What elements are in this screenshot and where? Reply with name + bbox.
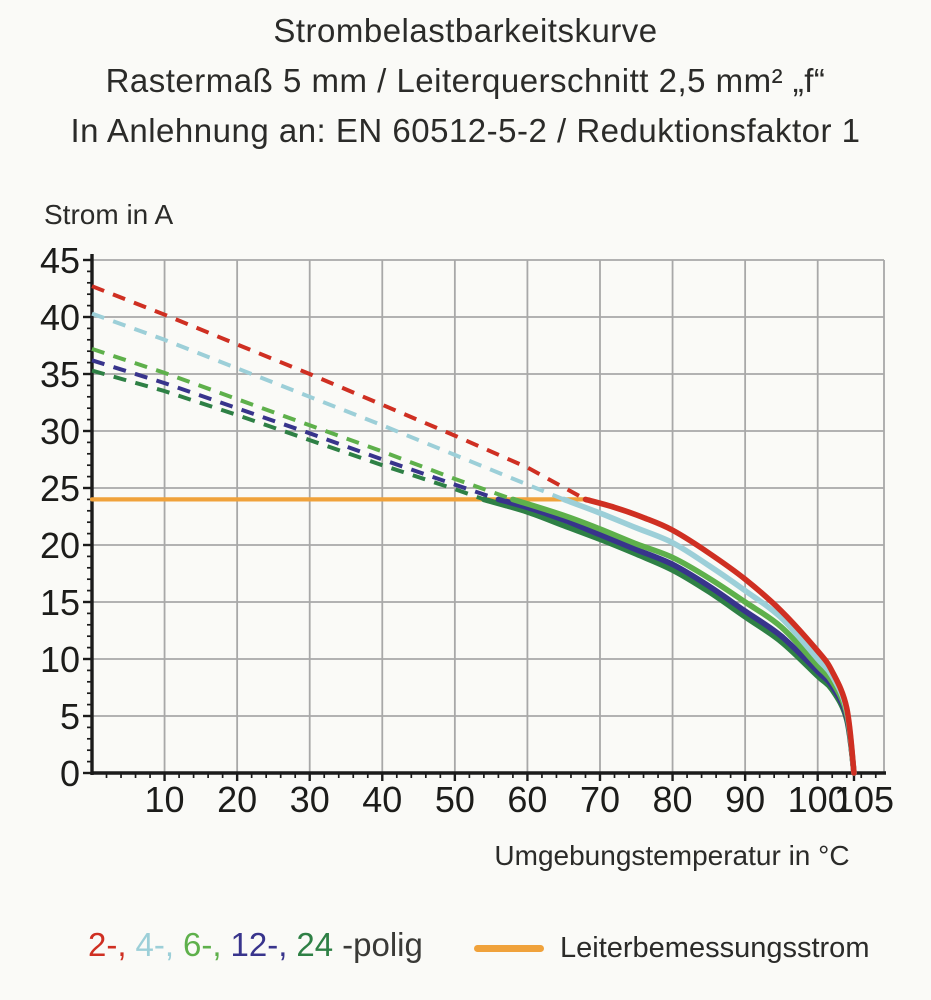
- x-tick-label: 90: [725, 779, 765, 820]
- chart-tick-labels: 0 5 10 15 20 25 30 35 40 45 10 20 30 40 50 60 70 80 90 1001…: [40, 240, 894, 820]
- legend-poles-suffix: -polig: [342, 926, 423, 963]
- y-tick-label: 35: [40, 354, 80, 395]
- legend-pole-token: 12-,: [230, 926, 288, 963]
- y-tick-label: 30: [40, 411, 80, 452]
- page-subtitle-1: Rastermaß 5 mm / Leiterquerschnitt 2,5 m…: [105, 62, 826, 99]
- x-tick-label: 80: [653, 779, 693, 820]
- series-2-polig-dashed: [91, 284, 587, 502]
- legend-pole-token: 4-,: [135, 926, 175, 963]
- legend-poles: 2-, 4-, 6-, 12-, 24 -polig: [88, 926, 423, 964]
- page-title: Strombelastbarkeitskurve: [273, 12, 658, 49]
- series-4-polig-dashed: [91, 311, 565, 502]
- x-tick-label: 70: [580, 779, 620, 820]
- y-tick-label: 20: [40, 525, 80, 566]
- rated-current-label: Leiterbemessungsstrom: [560, 931, 870, 964]
- x-tick-label: 50: [435, 779, 475, 820]
- y-tick-label: 10: [40, 639, 80, 680]
- chart-header: Strombelastbarkeitskurve Rastermaß 5 mm …: [0, 6, 931, 156]
- y-tick-label: 0: [60, 753, 80, 794]
- chart-axes: [90, 254, 886, 775]
- x-tick-label: 60: [507, 779, 547, 820]
- chart-series: [91, 284, 857, 776]
- y-tick-label: 45: [40, 240, 80, 281]
- x-tick-label: 30: [290, 779, 330, 820]
- series-2-polig-solid: [582, 496, 857, 776]
- rated-current-swatch: [474, 944, 544, 952]
- legend-pole-token: 2-,: [88, 926, 127, 963]
- x-tick-label: 40: [362, 779, 402, 820]
- legend-rated-current: Leiterbemessungsstrom: [474, 926, 869, 970]
- series-6-polig-dashed: [91, 347, 514, 502]
- y-tick-label: 40: [40, 297, 80, 338]
- series-24-polig-dashed: [91, 368, 485, 502]
- y-tick-label: 15: [40, 582, 80, 623]
- legend-pole-tokens: 2-, 4-, 6-, 12-, 24: [88, 926, 342, 963]
- legend-pole-token: 24: [296, 926, 334, 963]
- y-tick-label: 25: [40, 468, 80, 509]
- chart-grid: [92, 259, 885, 773]
- legend-pole-token: 6-,: [183, 926, 222, 963]
- x-tick-label: 100: [788, 779, 848, 820]
- x-tick-label: 10: [145, 779, 185, 820]
- x-tick-label: 105: [834, 779, 894, 820]
- x-tick-label: 20: [217, 779, 257, 820]
- series-12-polig-dashed: [91, 358, 500, 502]
- chart-ticks: [83, 258, 877, 781]
- page-subtitle-2: In Anlehnung an: EN 60512-5-2 / Reduktio…: [70, 112, 861, 149]
- y-tick-label: 5: [60, 696, 80, 737]
- y-axis-title: Strom in A: [44, 199, 174, 230]
- x-axis-title: Umgebungstemperatur in °C: [494, 840, 850, 871]
